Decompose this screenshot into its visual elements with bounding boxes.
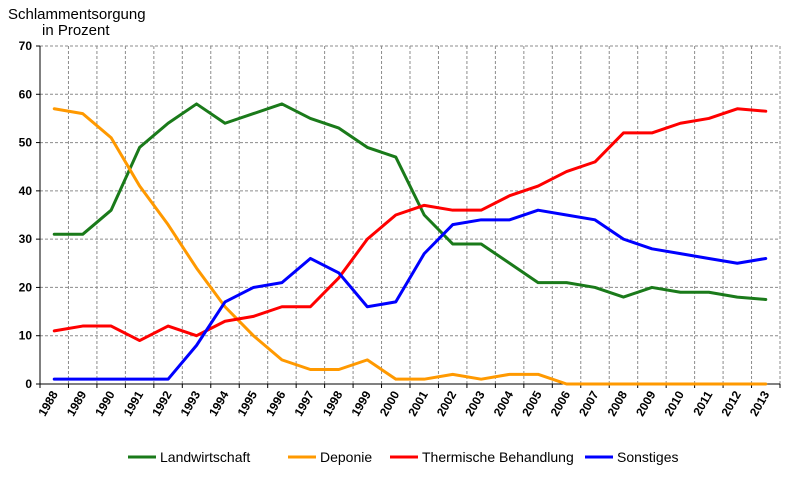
x-tick-label: 1990 [92,388,118,418]
y-tick-label: 0 [25,377,32,391]
y-tick-label: 40 [19,184,33,198]
x-tick-label: 1993 [178,388,204,418]
x-tick-label: 1999 [348,388,374,418]
x-tick-label: 1988 [35,388,61,418]
x-tick-label: 2009 [633,388,659,418]
x-tick-label: 1994 [206,388,232,418]
legend-label: Sonstiges [617,449,678,465]
series-line-deponie [52,107,768,386]
y-tick-label: 60 [19,87,33,101]
y-tick-label: 30 [19,232,33,246]
x-tick-label: 1992 [149,388,175,418]
x-tick-label: 1997 [292,388,318,418]
x-tick-label: 2012 [718,388,744,418]
y-tick-label: 10 [19,329,33,343]
legend-label: Thermische Behandlung [422,449,574,465]
x-tick-label: 2008 [605,388,631,418]
series-line-sonstiges [52,208,768,381]
legend-item-thermische-behandlung: Thermische Behandlung [390,449,574,465]
y-tick-label: 70 [19,39,33,53]
x-tick-label: 2011 [690,388,715,418]
x-tick-label: 2010 [662,388,688,418]
x-tick-label: 2006 [548,388,574,418]
series-line-landwirtschaft [52,102,768,301]
x-tick-label: 1996 [263,388,289,418]
x-tick-label: 2003 [462,388,488,418]
x-tick-label: 1995 [235,388,261,418]
x-tick-label: 2004 [491,388,517,418]
legend-item-deponie: Deponie [288,449,372,465]
x-tick-label: 2007 [576,388,602,418]
legend-label: Deponie [320,449,372,465]
x-tick-label: 2005 [519,388,545,418]
x-tick-label: 2000 [377,388,403,418]
x-tick-label: 2002 [434,388,460,418]
y-tick-label: 50 [19,136,33,150]
x-tick-label: 1991 [121,388,147,418]
y-axis-label-line-1: Schlammentsorgung [8,6,146,23]
legend-label: Landwirtschaft [160,449,250,465]
x-tick-label: 1998 [320,388,346,418]
series-line-thermische-behandlung [52,107,768,343]
x-tick-label: 1989 [64,388,90,418]
x-tick-label: 2013 [747,388,773,418]
x-tick-label: 2001 [405,388,431,418]
y-tick-label: 20 [19,280,33,294]
legend-item-landwirtschaft: Landwirtschaft [128,449,250,465]
legend-item-sonstiges: Sonstiges [585,449,678,465]
y-axis-label-line-2: in Prozent [42,22,110,39]
